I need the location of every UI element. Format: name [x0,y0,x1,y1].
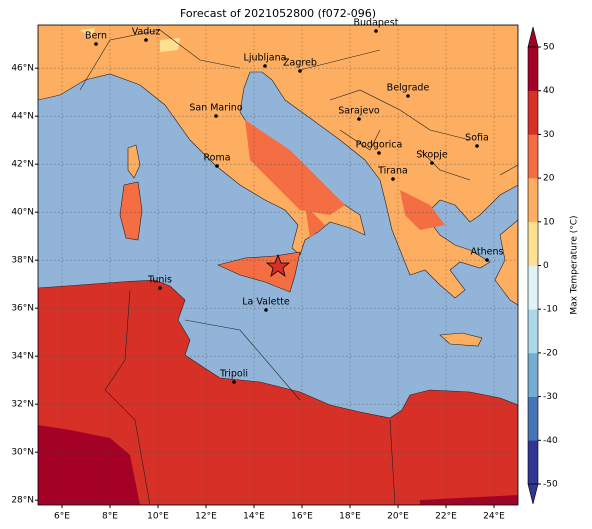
colorbar-band [528,265,538,310]
city-label: Ljubljana [244,53,287,64]
city-label: Sofia [465,133,489,144]
colorbar-tick-label: 0 [543,261,549,271]
lat-tick-label: 38°N [11,256,34,266]
lat-tick-label: 34°N [11,352,34,362]
city-dot [374,29,378,33]
city-dot [215,164,219,168]
lat-tick-label: 36°N [11,304,34,314]
colorbar-tick-label: 50 [543,43,555,53]
lon-tick-label: 16°E [291,512,313,522]
lat-tick-label: 28°N [11,496,34,506]
city-dot [263,64,267,68]
city-dot [214,114,218,118]
colorbar-band [528,440,538,485]
colorbar-band [528,90,538,135]
borders [79,29,518,505]
city-label: Vaduz [132,27,161,38]
colorbar-tick-label: 30 [543,130,555,140]
city-label: Podgorica [356,140,403,151]
lon-tick-label: 18°E [339,512,361,522]
city-label: Bern [85,31,107,42]
colorbar-tick-label: 10 [543,217,555,227]
map-frame [37,24,519,506]
city-dot [485,258,489,262]
lon-tick-label: 24°E [483,512,505,522]
pale-alps [80,28,180,52]
lat-tick-label: 32°N [11,400,34,410]
colorbar-tick-label: -40 [543,436,558,446]
turkey-land [494,219,518,306]
city-label: Tunis [147,275,172,286]
lon-tick-label: 6°E [54,512,70,522]
city-label: San Marino [189,103,242,114]
colorbar-band [528,178,538,223]
crete [439,332,483,347]
lon-tick-label: 22°E [435,512,457,522]
colorbar-tick-label: -50 [543,480,558,490]
colorbar-band [528,47,538,91]
colorbar-tick-label: -20 [543,348,558,358]
city-dot [264,308,268,312]
colorbar-band [528,134,538,179]
city-label: Budapest [354,18,399,29]
city-label: Belgrade [387,83,430,94]
city-dot [357,117,361,121]
corsica [127,144,141,179]
city-label: Athens [471,247,504,258]
star-marker [265,253,291,277]
colorbar-band [528,396,538,441]
city-dot [377,151,381,155]
city-label: La Valette [242,297,290,308]
colorbar-tick-label: -30 [543,392,558,402]
city-label: Tripoli [219,369,248,380]
colorbar-tick-label: 20 [543,174,555,184]
city-dot [430,161,434,165]
city-dot [406,94,410,98]
city-label: Skopje [416,150,448,161]
warm-interior [245,120,445,238]
lat-tick-label: 44°N [11,112,34,122]
lat-tick-label: 46°N [11,64,34,74]
city-dot [475,144,479,148]
city-dot [232,380,236,384]
colorbar-tick-label: -10 [543,305,558,315]
city-label: Tirana [377,166,408,177]
colorbar-extend-top [527,26,539,48]
colorbar-extend-bottom [527,483,539,505]
colorbar-band [528,309,538,354]
city-dot [144,38,148,42]
title: Forecast of 2021052800 (f072-096) [180,7,376,20]
lon-tick-label: 12°E [195,512,217,522]
hot-interior [38,425,518,505]
city-dot [391,177,395,181]
sardinia [119,181,143,241]
city-dot [94,42,98,46]
lon-tick-label: 14°E [243,512,265,522]
colorbar-band [528,352,538,397]
colorbar-band [528,221,538,266]
city-label: Sarajevo [338,106,380,117]
lat-tick-label: 30°N [11,448,34,458]
city-dot [158,286,162,290]
lat-tick-label: 42°N [11,160,34,170]
lat-tick-label: 40°N [11,208,34,218]
colorbar-tick-label: 40 [543,86,555,96]
city-label: Roma [203,153,230,164]
africa-land [38,279,518,505]
colorbar-label: Max Temperature (°C) [570,215,580,314]
city-label: Zagreb [283,58,317,69]
city-dot [298,69,302,73]
graticule [38,25,518,505]
lon-tick-label: 10°E [147,512,169,522]
lon-tick-label: 20°E [387,512,409,522]
lon-tick-label: 8°E [102,512,118,522]
